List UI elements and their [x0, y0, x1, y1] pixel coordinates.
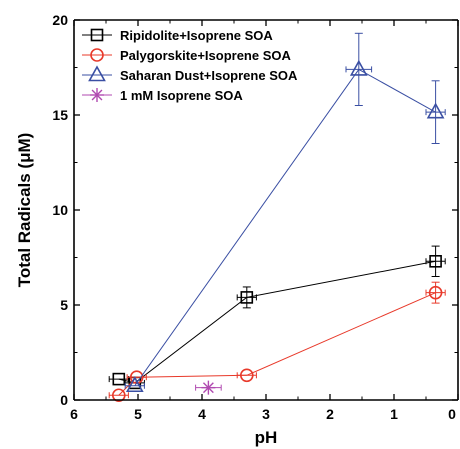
y-tick-label: 5	[60, 297, 68, 313]
triangle-marker	[125, 376, 144, 393]
y-tick-label: 0	[60, 392, 68, 408]
legend-label: Palygorskite+Isoprene SOA	[120, 48, 291, 63]
data-point	[236, 286, 257, 309]
series-line	[134, 68, 436, 387]
triangle-marker	[426, 102, 445, 119]
y-tick-label: 20	[52, 12, 68, 28]
circle-marker	[90, 48, 104, 62]
data-point	[345, 32, 373, 106]
x-tick-label: 1	[390, 406, 398, 422]
circle-marker	[428, 285, 443, 300]
data-point	[236, 368, 257, 383]
data-point	[195, 380, 222, 395]
point-marker	[428, 285, 443, 300]
series-2	[108, 281, 446, 403]
point-marker	[125, 376, 144, 393]
data-point	[425, 281, 446, 304]
series-1	[108, 245, 446, 390]
y-tick-label: 15	[52, 107, 68, 123]
x-tick-label: 4	[198, 406, 206, 422]
point-marker	[112, 372, 126, 386]
circle-marker	[112, 388, 126, 403]
y-tick-label: 10	[52, 202, 68, 218]
legend-label: Saharan Dust+Isoprene SOA	[120, 68, 298, 83]
plot-area	[108, 32, 446, 403]
point-marker	[201, 380, 216, 395]
legend-marker	[90, 28, 104, 42]
point-marker	[426, 102, 445, 119]
legend-entry-2: Palygorskite+Isoprene SOA	[82, 48, 291, 63]
x-tick-label: 3	[262, 406, 270, 422]
series-line	[118, 260, 436, 384]
data-point	[425, 245, 446, 277]
point-marker	[112, 388, 126, 403]
legend-marker	[90, 48, 104, 62]
square-marker	[240, 291, 254, 304]
point-marker	[240, 368, 254, 383]
y-axis-title: Total Radicals (μM)	[15, 133, 34, 288]
triangle-marker	[349, 59, 368, 76]
triangle-marker	[88, 65, 106, 82]
x-tick-label: 5	[134, 406, 142, 422]
point-marker	[429, 255, 442, 268]
legend-entry-1: Ripidolite+Isoprene SOA	[82, 28, 273, 43]
circle-marker	[240, 368, 254, 383]
data-point	[108, 388, 129, 403]
series-3	[124, 32, 446, 393]
legend-marker	[90, 88, 104, 102]
data-point	[124, 376, 145, 393]
legend-entry-4: 1 mM Isoprene SOA	[82, 88, 243, 103]
x-tick-label: 2	[326, 406, 334, 422]
square-marker	[90, 28, 104, 42]
legend-label: Ripidolite+Isoprene SOA	[120, 28, 273, 43]
data-point	[425, 80, 446, 144]
legend-marker	[88, 65, 106, 82]
point-marker	[349, 59, 368, 76]
legend-label: 1 mM Isoprene SOA	[120, 88, 243, 103]
asterisk-stroke	[91, 89, 103, 101]
x-tick-label: 6	[70, 406, 78, 422]
legend: Ripidolite+Isoprene SOA Palygorskite+Isop…	[82, 28, 298, 103]
square-marker	[429, 255, 442, 268]
series-4	[195, 380, 222, 395]
asterisk-stroke	[202, 382, 214, 394]
legend-entry-3: Saharan Dust+Isoprene SOA	[82, 65, 298, 83]
series-line	[118, 292, 436, 396]
x-axis-title: pH	[255, 428, 278, 447]
square-marker	[112, 372, 126, 386]
point-marker	[240, 291, 254, 304]
x-tick-label: 0	[448, 406, 456, 422]
